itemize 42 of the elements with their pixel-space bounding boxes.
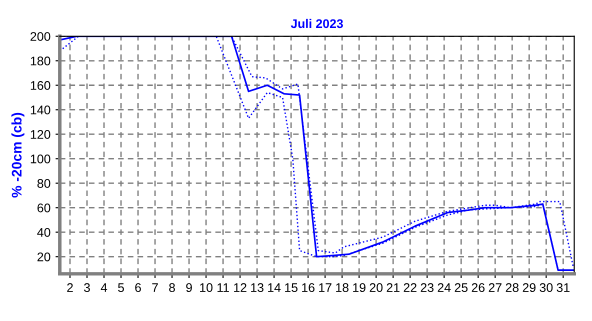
y-tick-label: 20 [37,252,50,262]
x-tick-label: 10 [200,283,213,292]
y-tick-label: 80 [37,179,50,188]
x-tick-label: 7 [152,283,158,292]
x-tick-label: 15 [285,283,298,292]
x-tick-label: 27 [488,283,502,292]
x-tick-label: 4 [100,283,108,292]
y-tick-label: 40 [37,228,50,237]
x-tick-label: 21 [386,283,400,292]
y-tick-label: 120 [30,130,50,139]
x-tick-label: 25 [454,283,468,292]
chart-title: Juli 2023 [290,18,343,28]
x-tick-label: 30 [540,283,553,292]
x-tick-label: 2 [67,283,73,292]
y-tick-label: 100 [30,154,50,164]
x-tick-label: 3 [84,283,90,292]
x-tick-label: 17 [319,283,332,292]
x-tick-label: 23 [420,283,434,292]
y-tick-label: 60 [37,203,50,212]
y-axis-title: % -20cm (cb) [11,112,24,198]
x-tick-label: 20 [370,283,383,292]
x-tick-label: 6 [135,283,141,292]
x-tick-label: 9 [186,283,192,292]
y-tick-label: 160 [30,81,50,90]
x-tick-label: 11 [218,283,229,292]
x-tick-label: 26 [472,283,485,292]
x-tick-label: 31 [556,283,570,292]
x-tick-label: 14 [268,283,281,292]
x-tick-label: 12 [234,283,246,292]
x-tick-label: 8 [169,283,175,292]
x-tick-label: 24 [438,283,451,292]
y-tick-label: 180 [30,56,50,66]
x-tick-label: 13 [251,283,264,292]
y-tick-label: 200 [30,32,50,41]
x-tick-label: 19 [353,283,366,292]
x-tick-label: 18 [336,283,349,292]
x-tick-label: 22 [404,283,416,292]
x-tick-label: 5 [118,283,124,292]
y-tick-label: 140 [30,106,50,114]
x-tick-label: 16 [302,283,314,292]
x-tick-label: 29 [522,283,536,292]
x-tick-label: 28 [506,283,519,292]
